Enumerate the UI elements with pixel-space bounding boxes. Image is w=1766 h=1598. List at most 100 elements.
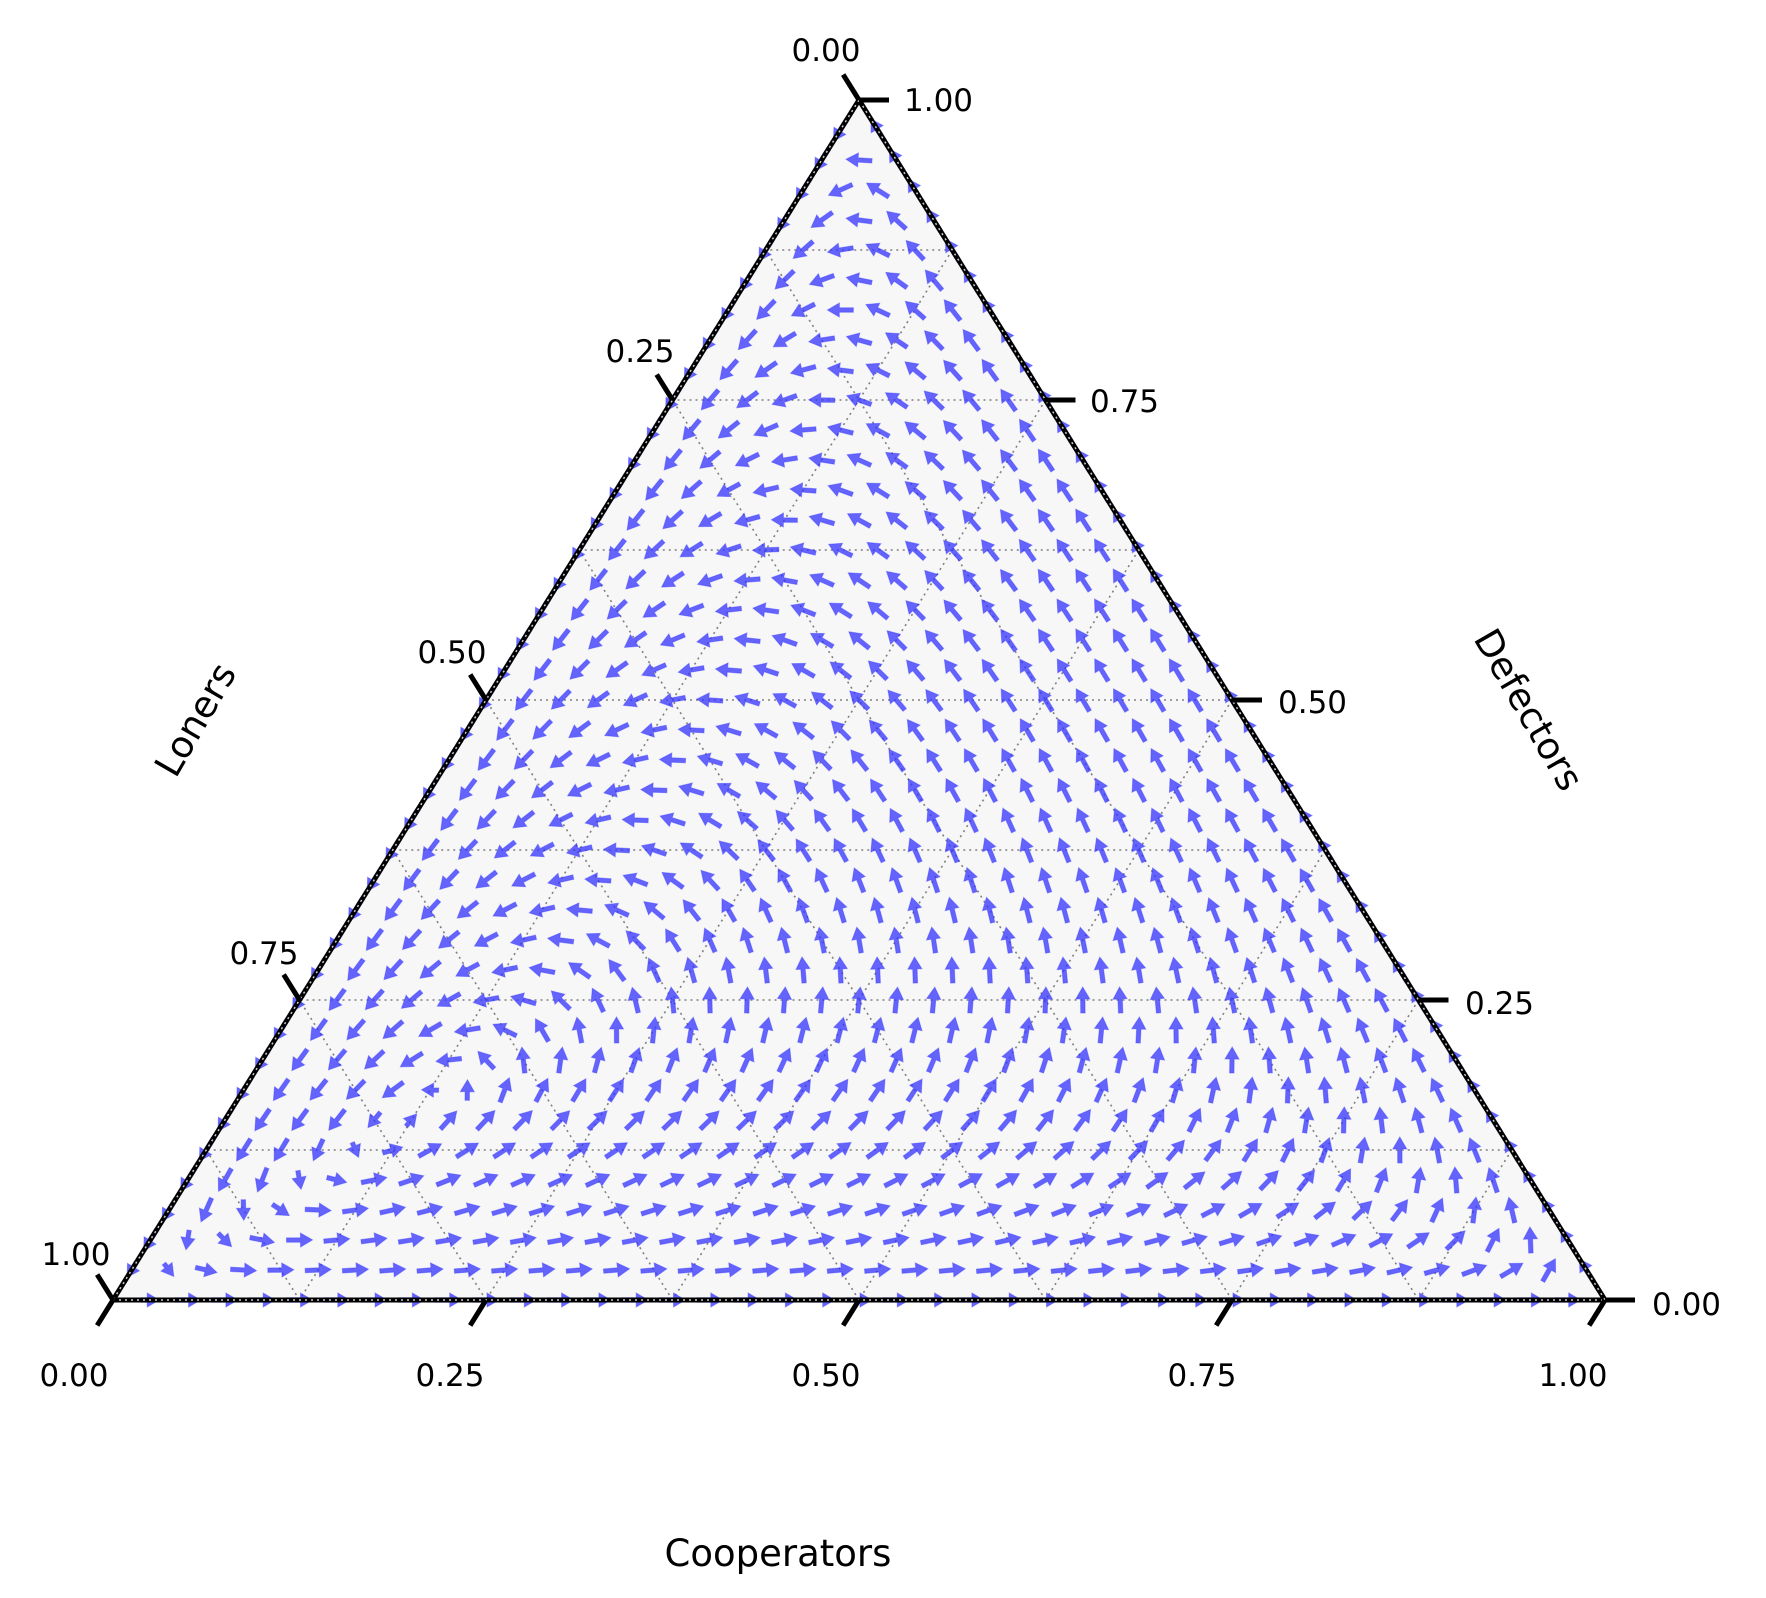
- quiver-arrow: [868, 719, 889, 743]
- quiver-arrow: [813, 986, 830, 1014]
- quiver-arrow: [565, 1262, 594, 1278]
- quiver-arrow: [772, 330, 798, 348]
- quiver-arrow: [752, 422, 780, 438]
- quiver-arrow: [420, 898, 442, 921]
- quiver-arrow: [530, 779, 555, 799]
- quiver-arrow: [845, 1172, 872, 1189]
- quiver-arrow: [1206, 777, 1223, 804]
- quiver-arrow: [752, 482, 780, 498]
- quiver-arrow: [810, 691, 835, 711]
- quiver-arrow: [807, 392, 836, 408]
- quiver-arrow: [1237, 1202, 1263, 1220]
- quiver-arrow: [714, 1262, 743, 1278]
- quiver-arrow: [907, 956, 923, 984]
- bottom-tick: [95, 1298, 116, 1327]
- quiver-arrow: [420, 1082, 440, 1098]
- quiver-arrow: [753, 722, 779, 739]
- quiver-arrow: [565, 1202, 593, 1218]
- quiver-arrow: [198, 1196, 215, 1223]
- quiver-arrow: [678, 1142, 703, 1160]
- quiver-arrow: [924, 269, 945, 293]
- quiver-arrow: [1386, 1262, 1414, 1278]
- quiver-arrow: [660, 570, 686, 588]
- quiver-arrow: [1206, 837, 1222, 864]
- quiver-arrow: [975, 1202, 1003, 1218]
- gridline: [298, 249, 953, 1301]
- quiver-arrow: [1112, 1046, 1128, 1074]
- quiver-arrow: [1093, 538, 1111, 563]
- quiver-arrow: [565, 902, 593, 918]
- quiver-arrow: [1405, 1232, 1431, 1250]
- quiver-arrow: [550, 688, 573, 710]
- quiver-arrow: [642, 600, 667, 618]
- quiver-arrow: [962, 328, 982, 353]
- quiver-arrow: [997, 1109, 1018, 1132]
- quiver-arrow: [699, 449, 722, 470]
- quiver-arrow: [1330, 1232, 1357, 1248]
- quiver-arrow: [1444, 1230, 1466, 1252]
- quiver-arrow: [808, 272, 836, 288]
- quiver-arrow: [665, 1046, 681, 1074]
- quiver-arrow: [1243, 956, 1258, 984]
- quiver-arrow: [826, 1202, 854, 1218]
- quiver-arrow: [830, 720, 852, 742]
- quiver-arrow: [756, 298, 778, 321]
- quiver-arrow: [810, 210, 835, 229]
- quiver-arrow: [702, 1047, 718, 1074]
- quiver-arrow: [532, 718, 554, 741]
- quiver-arrow: [509, 932, 538, 948]
- quiver-arrow: [907, 777, 925, 803]
- gridline: [765, 249, 1420, 1301]
- quiver-arrow: [980, 418, 1001, 443]
- quiver-arrow: [845, 332, 873, 348]
- quiver-arrow: [770, 452, 799, 468]
- quiver-arrow: [904, 421, 928, 441]
- quiver-arrow: [586, 1110, 608, 1132]
- quiver-arrow: [640, 722, 668, 738]
- quiver-arrow: [1093, 896, 1109, 924]
- quiver-arrow: [304, 1262, 333, 1278]
- quiver-arrow: [490, 962, 519, 978]
- quiver-arrow: [683, 1016, 699, 1044]
- quiver-arrow: [1000, 986, 1017, 1014]
- quiver-arrow: [658, 692, 687, 708]
- bottom-tick-label: 0.25: [415, 1358, 484, 1394]
- quiver-arrow: [622, 872, 649, 888]
- quiver-arrow: [926, 807, 942, 834]
- quiver-arrow: [1410, 1106, 1426, 1134]
- quiver-arrow: [249, 1232, 276, 1248]
- quiver-arrow: [1131, 777, 1148, 804]
- quiver-arrow: [570, 1077, 587, 1103]
- quiver-arrow: [734, 451, 761, 468]
- quiver-arrow: [1094, 777, 1110, 804]
- quiver-arrow: [808, 512, 836, 528]
- quiver-arrow: [453, 1262, 482, 1278]
- quiver-arrow: [679, 540, 705, 558]
- quiver-arrow: [1466, 1136, 1482, 1164]
- quiver-arrow: [623, 630, 648, 648]
- quiver-arrow: [1000, 628, 1019, 653]
- quiver-arrow: [621, 752, 650, 768]
- quiver-arrow: [754, 360, 779, 378]
- quiver-arrow: [1094, 717, 1111, 744]
- quiver-arrow: [1410, 1166, 1427, 1194]
- quiver-arrow: [1296, 1169, 1316, 1193]
- quiver-arrow: [365, 927, 385, 952]
- quiver-arrow: [602, 1202, 630, 1218]
- quiver-arrow: [364, 988, 386, 1011]
- quiver-arrow: [700, 869, 721, 892]
- quiver-arrow: [1131, 658, 1149, 683]
- quiver-arrow: [659, 1172, 686, 1189]
- quiver-arrow: [716, 481, 742, 498]
- quiver-arrow: [381, 1143, 404, 1159]
- quiver-arrow: [1182, 1171, 1206, 1191]
- quiver-arrow: [845, 152, 873, 168]
- quiver-arrow: [812, 749, 834, 772]
- quiver-arrow: [586, 689, 611, 709]
- quiver-arrow: [379, 1202, 407, 1218]
- quiver-arrow: [850, 1047, 867, 1074]
- quiver-arrow: [831, 778, 851, 803]
- quiver-arrow: [341, 1262, 370, 1278]
- quiver-arrow: [795, 896, 811, 924]
- quiver-arrow: [1037, 986, 1054, 1014]
